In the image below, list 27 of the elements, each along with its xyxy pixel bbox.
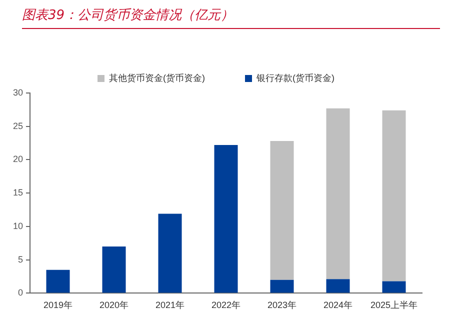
bar bbox=[382, 110, 406, 282]
bar bbox=[326, 108, 350, 280]
bar bbox=[158, 214, 182, 293]
bar bbox=[382, 281, 406, 293]
x-tick-label: 2025上半年 bbox=[370, 300, 418, 310]
x-tick-label: 2024年 bbox=[323, 300, 353, 310]
chart-title: 图表39：公司货币资金情况（亿元） bbox=[22, 6, 440, 29]
y-tick-label: 10 bbox=[12, 220, 24, 231]
legend-label: 银行存款(货币资金) bbox=[256, 72, 334, 83]
bar bbox=[326, 279, 350, 293]
y-tick-label: 5 bbox=[18, 254, 24, 264]
y-tick-label: 20 bbox=[12, 154, 24, 164]
bar bbox=[214, 145, 238, 293]
y-tick-label: 30 bbox=[12, 87, 24, 98]
bar bbox=[270, 141, 294, 280]
bar bbox=[270, 280, 294, 293]
y-tick-label: 0 bbox=[18, 288, 24, 298]
legend-label: 其他货币资金(货币资金) bbox=[109, 72, 206, 83]
bar bbox=[102, 246, 126, 293]
x-tick-label: 2021年 bbox=[155, 300, 185, 310]
bar bbox=[46, 270, 70, 293]
x-tick-label: 2023年 bbox=[267, 300, 297, 310]
x-tick-label: 2020年 bbox=[99, 300, 129, 310]
x-tick-label: 2022年 bbox=[211, 300, 241, 310]
y-tick-label: 15 bbox=[12, 188, 24, 198]
y-tick-label: 25 bbox=[12, 120, 24, 131]
x-tick-label: 2019年 bbox=[43, 300, 73, 310]
